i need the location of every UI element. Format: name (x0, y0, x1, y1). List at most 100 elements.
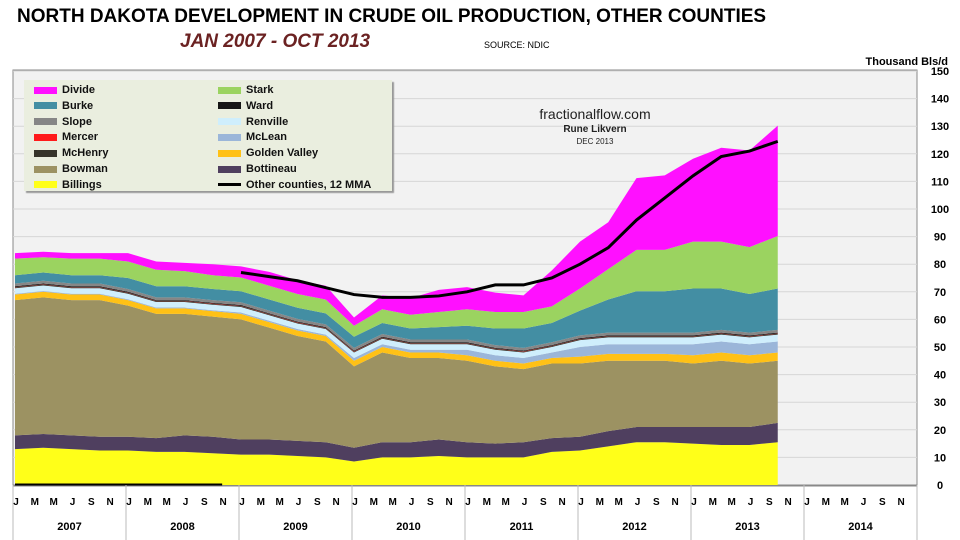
legend-label: Mercer (62, 131, 99, 144)
chart-subtitle: JAN 2007 - OCT 2013 (180, 31, 371, 52)
month-tick-label: J (409, 497, 415, 508)
month-tick-label: J (748, 497, 754, 508)
year-label: 2008 (170, 521, 194, 533)
watermark-date: DEC 2013 (576, 137, 614, 146)
legend-swatch (34, 86, 57, 94)
month-tick-label: J (239, 497, 245, 508)
legend-item: Stark (218, 84, 274, 96)
month-tick-label: S (88, 497, 95, 508)
watermark-site: fractionalflow.com (539, 106, 651, 122)
legend-swatch (34, 118, 57, 126)
month-tick-label: S (314, 497, 321, 508)
y-tick-label: 100 (931, 204, 949, 216)
month-tick-label: N (672, 497, 679, 508)
month-tick-label: J (126, 497, 132, 508)
month-tick-label: N (559, 497, 566, 508)
y-axis-label: Thousand Bls/d (865, 56, 949, 68)
legend-item: McLean (218, 131, 287, 143)
month-tick-label: N (107, 497, 114, 508)
legend-label: Slope (62, 115, 92, 128)
y-tick-label: 10 (934, 452, 946, 464)
legend-label: McLean (246, 131, 287, 144)
y-tick-label: 0 (937, 480, 943, 492)
year-label: 2014 (848, 521, 873, 533)
area-burke (15, 272, 778, 348)
legend-item: Slope (34, 116, 92, 128)
area-divide (15, 125, 778, 326)
month-tick-label: J (183, 497, 189, 508)
month-tick-label: M (162, 497, 170, 508)
month-tick-label: N (898, 497, 905, 508)
legend: Divide Burke Slope Mercer McHenry Bowman Billi… (24, 80, 392, 191)
month-tick-label: M (596, 497, 604, 508)
y-tick-label: 140 (931, 94, 949, 106)
month-tick-label: J (296, 497, 302, 508)
y-tick-label: 150 (931, 66, 949, 78)
year-label: 2012 (622, 521, 646, 533)
month-tick-label: N (446, 497, 453, 508)
month-tick-label: N (220, 497, 227, 508)
legend-item: Renville (218, 116, 288, 128)
y-tick-label: 120 (931, 149, 949, 161)
month-tick-label: J (352, 497, 358, 508)
legend-swatch (218, 133, 241, 141)
legend-item: Mercer (34, 131, 98, 143)
legend-item: Billings (34, 179, 102, 191)
month-tick-label: J (635, 497, 641, 508)
month-tick-label: M (144, 497, 152, 508)
legend-label: Golden Valley (246, 147, 319, 160)
year-label: 2009 (283, 521, 307, 533)
month-tick-label: M (614, 497, 622, 508)
legend-swatch (218, 86, 241, 94)
month-tick-label: M (840, 497, 848, 508)
month-tick-label: S (653, 497, 660, 508)
month-tick-label: N (333, 497, 340, 508)
month-tick-label: J (804, 497, 810, 508)
legend-label: Bottineau (246, 163, 297, 175)
month-tick-label: M (31, 497, 39, 508)
month-tick-label: J (465, 497, 471, 508)
month-tick-label: J (691, 497, 697, 508)
y-tick-label: 30 (934, 397, 946, 409)
legend-swatch (34, 133, 57, 141)
area-mclean (15, 290, 778, 364)
month-tick-label: M (727, 497, 735, 508)
legend-label: Ward (246, 99, 274, 112)
y-tick-label: 50 (934, 342, 946, 354)
year-label: 2013 (735, 521, 759, 533)
month-tick-label: S (766, 497, 773, 508)
month-tick-label: J (70, 497, 76, 508)
legend-item: Burke (34, 100, 93, 112)
year-label: 2007 (57, 521, 81, 533)
y-tick-label: 40 (934, 370, 946, 382)
month-tick-label: N (785, 497, 792, 508)
legend-label: Renville (246, 115, 289, 128)
legend-swatch (218, 102, 241, 110)
month-tick-label: M (822, 497, 830, 508)
legend-swatch (34, 102, 57, 110)
y-tick-label: 20 (934, 425, 946, 437)
year-label: 2010 (396, 521, 420, 533)
legend-swatch (34, 149, 57, 157)
month-tick-label: J (13, 497, 19, 508)
area-renville (15, 285, 778, 359)
legend-label: Bowman (62, 163, 108, 175)
month-tick-label: M (49, 497, 57, 508)
month-tick-label: M (257, 497, 265, 508)
legend-label: Stark (246, 84, 274, 96)
legend-item: Other counties, 12 MMA (218, 179, 371, 191)
source-label: SOURCE: NDIC (484, 40, 550, 50)
legend-swatch (218, 183, 241, 187)
legend-item: Bottineau (218, 163, 297, 175)
area-stark (15, 236, 778, 337)
legend-label: McHenry (62, 147, 109, 160)
legend-item: Golden Valley (218, 147, 318, 159)
y-tick-label: 80 (934, 259, 946, 271)
y-tick-label: 60 (934, 314, 946, 326)
legend-swatch (218, 118, 241, 126)
legend-label: Divide (62, 84, 96, 96)
y-tick-label: 90 (934, 232, 946, 244)
month-tick-label: M (501, 497, 509, 508)
legend-label: Other counties, 12 MMA (246, 178, 372, 191)
y-tick-label: 130 (931, 121, 949, 133)
